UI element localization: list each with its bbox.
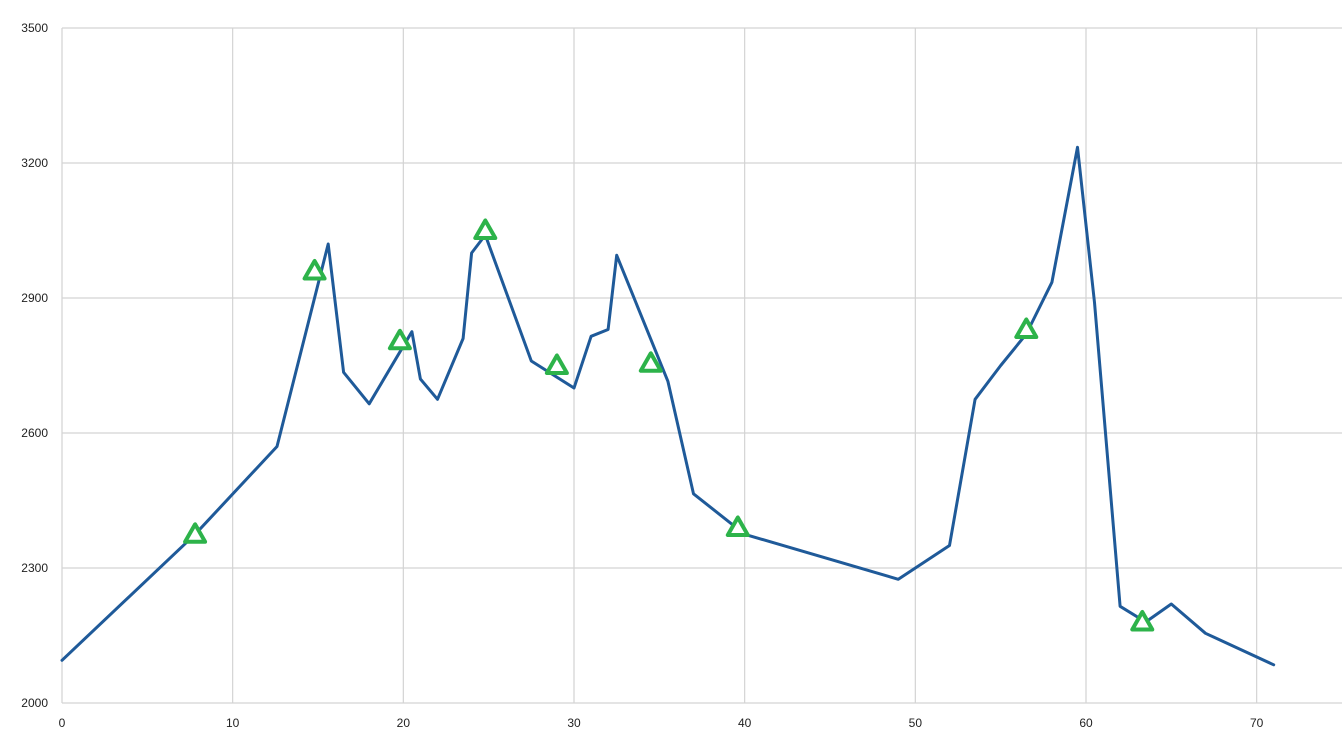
triangle-marker-icon[interactable] (638, 351, 663, 373)
x-tick-label: 10 (226, 716, 240, 730)
y-tick-label: 3200 (21, 156, 48, 170)
y-axis-ticks: 2000 2300 2600 2900 3200 3500 (21, 21, 48, 710)
grid (61, 27, 1342, 704)
x-tick-label: 20 (397, 716, 411, 730)
triangle-marker-icon[interactable] (725, 515, 750, 537)
y-tick-label: 2900 (21, 291, 48, 305)
x-tick-label: 70 (1250, 716, 1264, 730)
y-tick-label: 2300 (21, 561, 48, 575)
triangle-marker-icon[interactable] (473, 218, 498, 240)
triangle-marker-icon[interactable] (183, 522, 208, 544)
y-tick-label: 2000 (21, 696, 48, 710)
x-tick-label: 60 (1079, 716, 1093, 730)
y-tick-label: 2600 (21, 426, 48, 440)
x-tick-label: 40 (738, 716, 752, 730)
y-tick-label: 3500 (21, 21, 48, 35)
x-tick-label: 0 (59, 716, 66, 730)
triangle-marker-icon[interactable] (1130, 610, 1155, 632)
x-tick-label: 50 (909, 716, 923, 730)
triangle-marker-icon[interactable] (544, 353, 569, 375)
series-group (60, 145, 1276, 667)
x-tick-label: 30 (567, 716, 581, 730)
x-axis-ticks: 0 10 20 30 40 50 60 70 (59, 716, 1264, 730)
elevation-line (60, 145, 1276, 667)
markers-group (183, 218, 1155, 632)
triangle-marker-icon[interactable] (387, 328, 412, 351)
triangle-marker-icon[interactable] (302, 259, 327, 281)
triangle-marker-icon[interactable] (1014, 317, 1039, 339)
